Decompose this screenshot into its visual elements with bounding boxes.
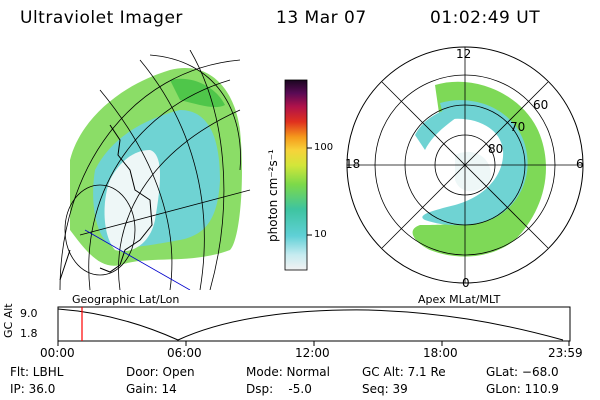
date-label: 13 Mar 07 xyxy=(276,8,367,28)
polar-caption: Apex MLat/MLT xyxy=(418,293,501,306)
info-glat: GLat: −68.0 xyxy=(486,365,559,379)
mlt-label-0: 0 xyxy=(462,276,470,290)
info-mode: Mode: Normal xyxy=(246,365,330,379)
info-ip: IP: 36.0 xyxy=(10,382,56,396)
altitude-ytick-1-8: 1.8 xyxy=(20,327,38,340)
mlt-label-6: 6 xyxy=(576,157,584,171)
instrument-title: Ultraviolet Imager xyxy=(20,8,183,28)
altitude-xtick-0000: 00:00 xyxy=(40,346,75,360)
colorbar-tick-100: 100 xyxy=(314,142,334,153)
info-door: Door: Open xyxy=(126,365,195,379)
geographic-map xyxy=(59,50,251,290)
info-seq: Seq: 39 xyxy=(362,382,408,396)
mlt-label-18: 18 xyxy=(345,157,361,171)
altitude-xtick-2359: 23:59 xyxy=(548,346,583,360)
info-gain: Gain: 14 xyxy=(126,382,177,396)
colorbar xyxy=(284,79,312,271)
altitude-ylabel: GC Alt xyxy=(2,303,15,338)
info-dsp: Dsp: -5.0 xyxy=(246,382,312,396)
info-flt: Flt: LBHL xyxy=(10,365,64,379)
info-gcalt: GC Alt: 7.1 Re xyxy=(362,365,446,379)
mlat-label-60: 60 xyxy=(533,98,549,112)
altitude-ytick-9: 9.0 xyxy=(20,307,38,320)
mlat-label-80: 80 xyxy=(488,142,504,156)
colorbar-label: photon cm⁻²s⁻¹ xyxy=(266,149,280,242)
colorbar-tick-10: 10 xyxy=(314,229,327,240)
geographic-caption: Geographic Lat/Lon xyxy=(72,293,180,306)
info-glon: GLon: 110.9 xyxy=(486,382,559,396)
mlt-label-12: 12 xyxy=(456,47,472,61)
time-label: 01:02:49 UT xyxy=(430,8,541,28)
altitude-plot xyxy=(57,306,571,346)
altitude-xtick-0600: 06:00 xyxy=(167,346,202,360)
mlat-label-70: 70 xyxy=(510,120,526,134)
altitude-xtick-1200: 12:00 xyxy=(295,346,330,360)
polar-plot xyxy=(346,46,584,284)
altitude-xtick-1800: 18:00 xyxy=(423,346,458,360)
